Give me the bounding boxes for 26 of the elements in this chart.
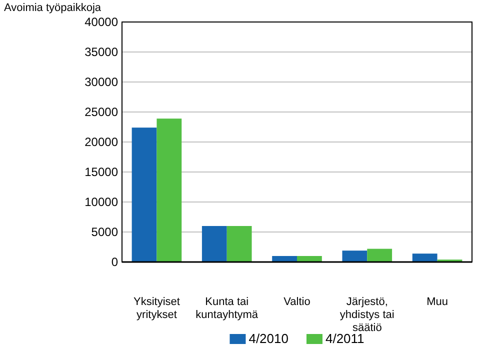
bar bbox=[272, 256, 297, 262]
bar bbox=[297, 256, 322, 262]
y-tick-label: 35000 bbox=[84, 44, 118, 59]
bar bbox=[367, 248, 392, 262]
x-tick-label: Yksityiset yritykset bbox=[133, 296, 180, 321]
x-tick-label: Kunta tai kuntayhtymä bbox=[196, 296, 259, 321]
bar bbox=[132, 128, 157, 262]
bar bbox=[156, 118, 182, 262]
bar bbox=[202, 226, 227, 262]
x-tick-label: Muu bbox=[426, 296, 448, 308]
y-tick-label: 15000 bbox=[84, 164, 118, 179]
legend-label: 4/2011 bbox=[325, 331, 364, 346]
bar bbox=[412, 254, 438, 262]
bar bbox=[226, 226, 252, 262]
y-tick-label: 40000 bbox=[84, 14, 118, 29]
y-tick-label: 30000 bbox=[84, 74, 118, 89]
bar bbox=[342, 250, 368, 262]
y-tick-label: 20000 bbox=[84, 134, 118, 149]
legend-label: 4/2010 bbox=[248, 331, 288, 346]
y-tick-label: 10000 bbox=[84, 194, 118, 209]
x-tick-label: Valtio bbox=[284, 296, 310, 308]
y-tick-label: 5000 bbox=[91, 224, 118, 239]
x-tick-label: Järjestö, yhdistys tai säätiö bbox=[340, 296, 394, 334]
y-tick-label: 25000 bbox=[84, 104, 118, 119]
y-axis-title: Avoimia työpaikkoja bbox=[4, 2, 102, 14]
y-tick-label: 0 bbox=[111, 254, 118, 269]
